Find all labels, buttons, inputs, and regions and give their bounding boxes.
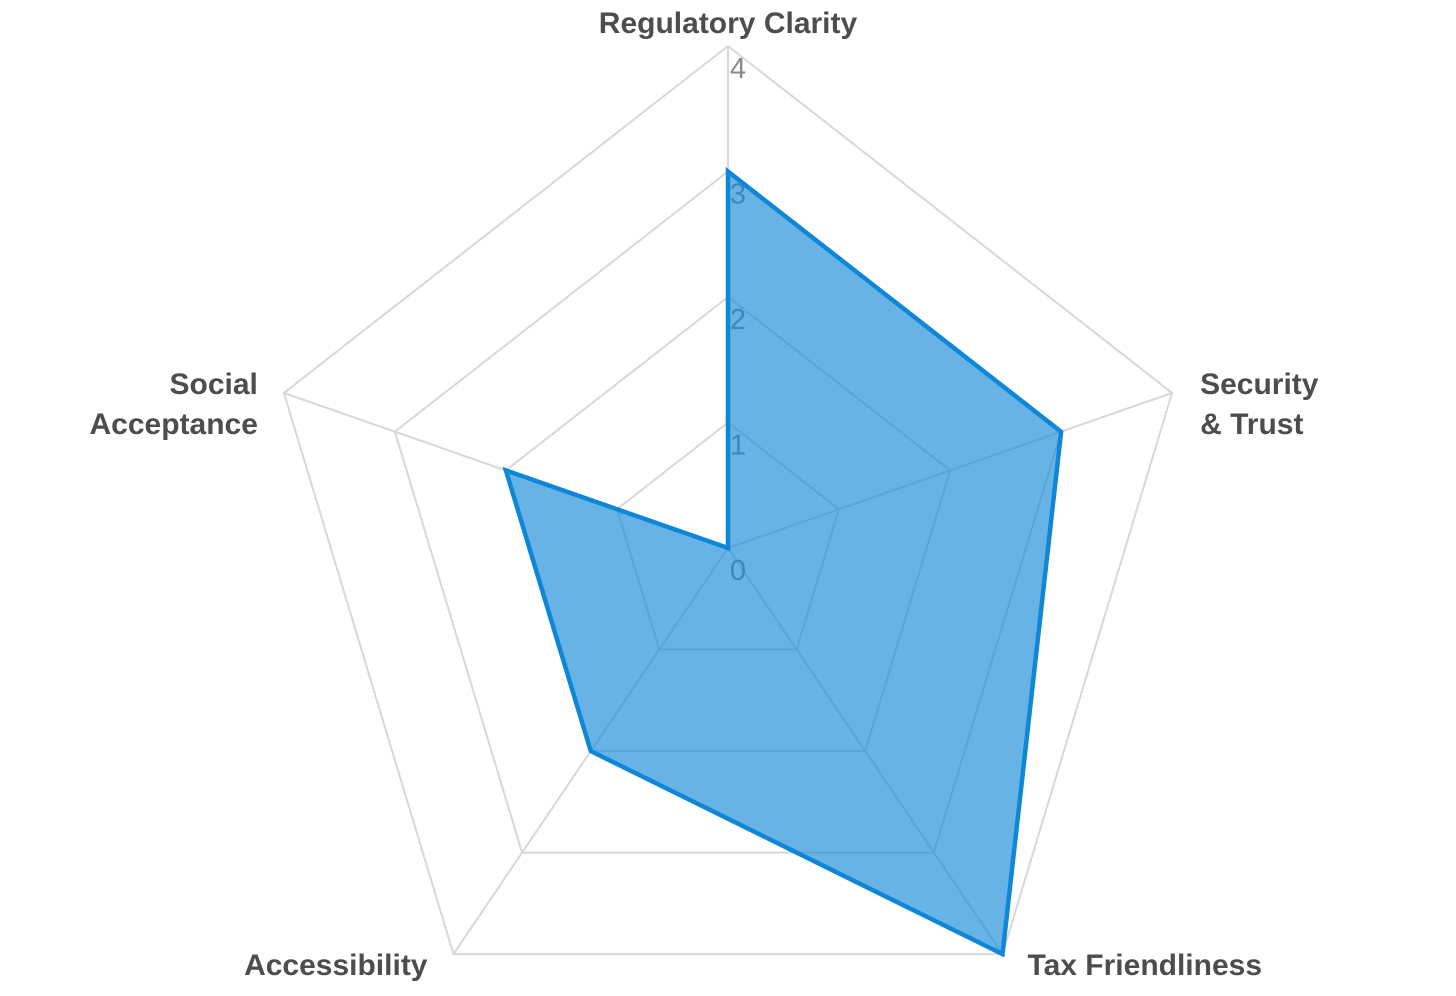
grid-ring-4 (282, 44, 1174, 956)
data-polygon-score (502, 166, 1064, 958)
axis-label-line: Regulatory Clarity (599, 7, 858, 40)
axis-label-security-trust: Security & Trust (1200, 368, 1319, 441)
axis-label-accessibility: Accessibility (244, 949, 428, 982)
axis-label-line: Social (170, 368, 258, 401)
axis-label-regulatory-clarity: Regulatory Clarity (599, 7, 858, 40)
axis-label-line: Acceptance (89, 408, 257, 441)
axis-label-social-acceptance: Social Acceptance (89, 368, 257, 441)
axis-label-tax-friendliness: Tax Friendliness (1028, 949, 1263, 982)
axis-label-line: Accessibility (244, 949, 428, 982)
axis-label-line: & Trust (1200, 408, 1303, 441)
category-axis-labels: Regulatory Clarity Security & Trust Tax Fri… (89, 7, 1318, 982)
axis-label-line: Tax Friendliness (1028, 949, 1263, 982)
r-tick-label-4: 4 (730, 53, 746, 85)
axis-label-line: Security (1200, 368, 1319, 401)
